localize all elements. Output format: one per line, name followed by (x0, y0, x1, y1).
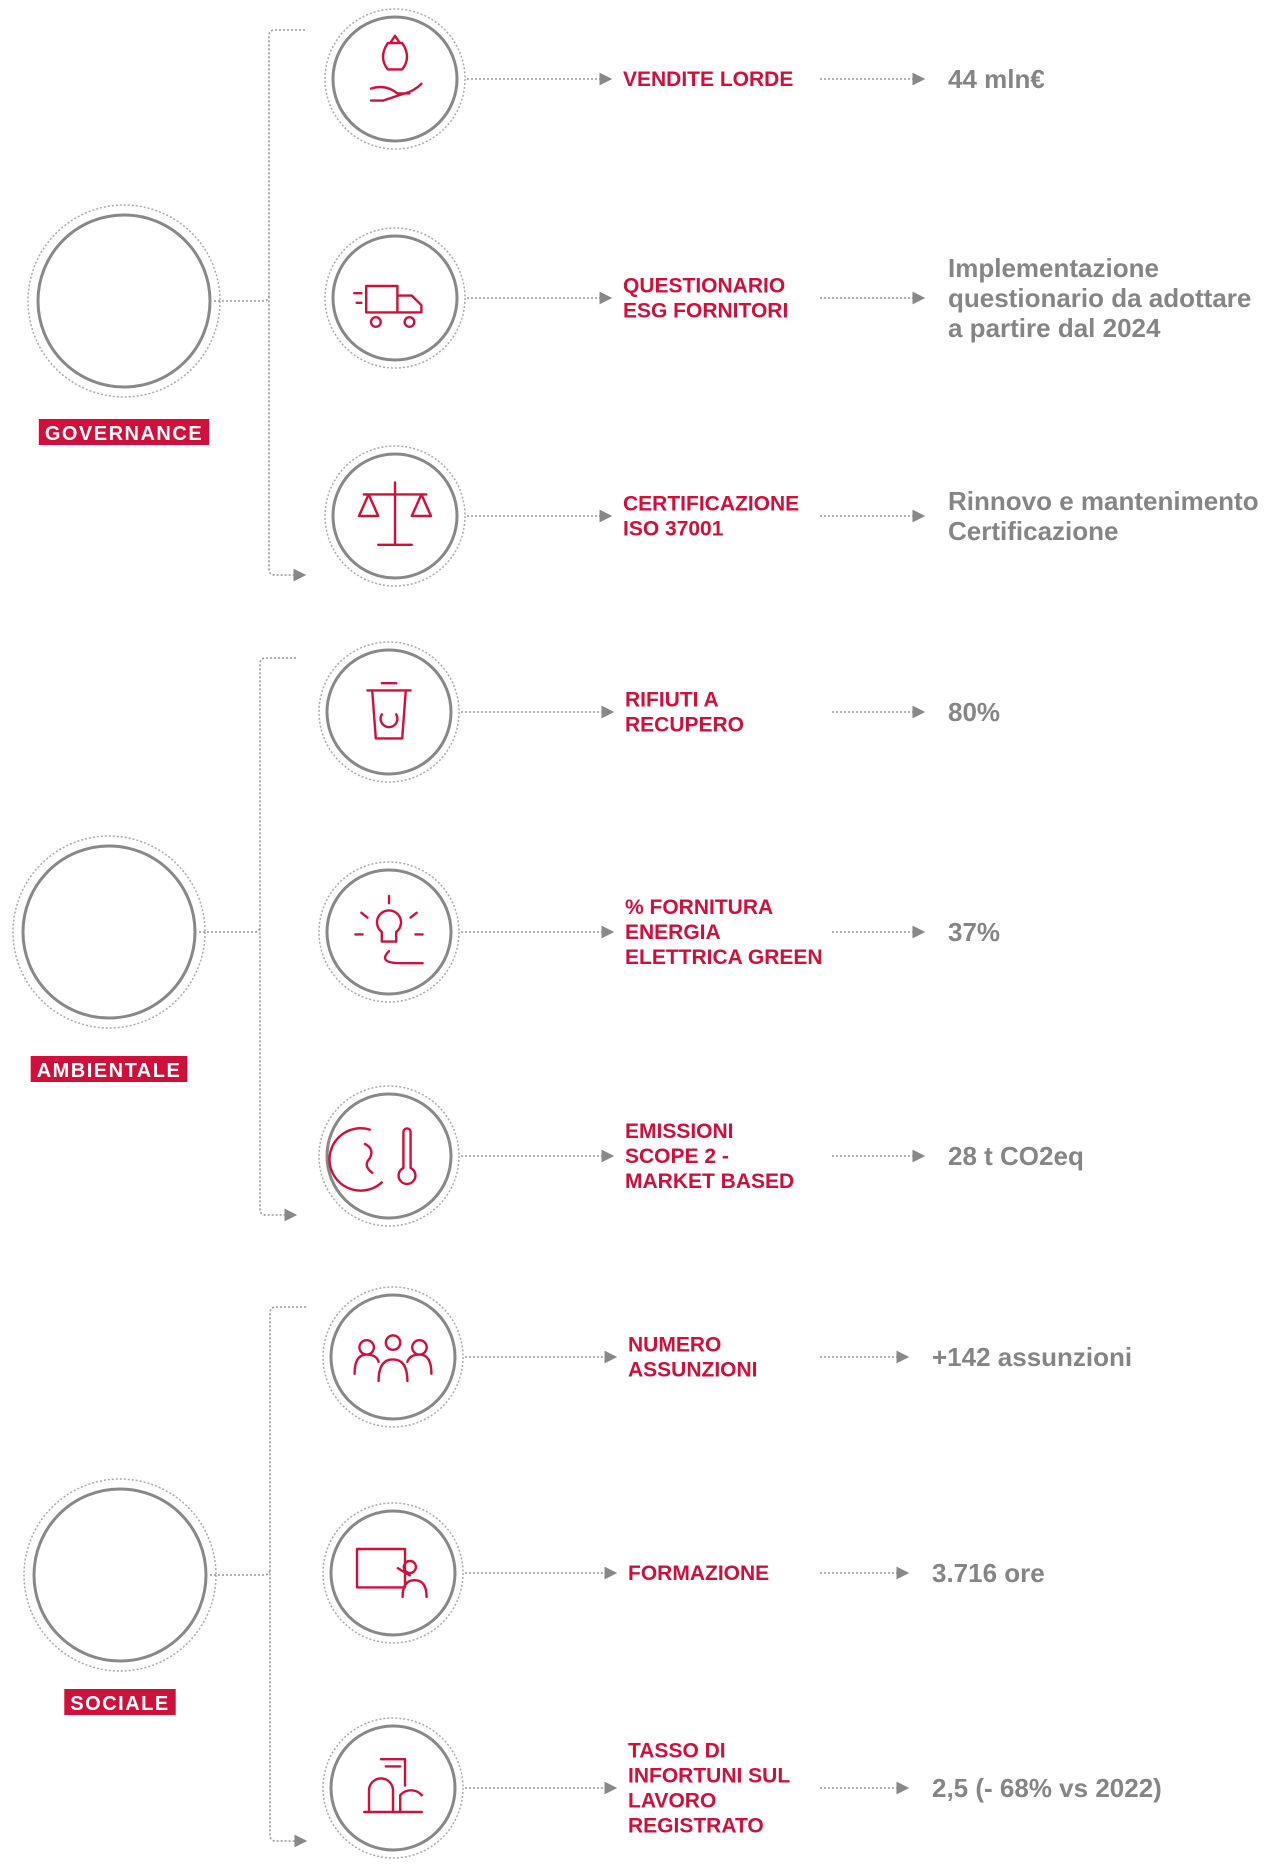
category-circle (36, 213, 212, 389)
item-label: VENDITE LORDE (623, 68, 793, 91)
item-label: TASSO DI INFORTUNI SUL LAVORO REGISTRATO (628, 1740, 790, 1838)
icon (353, 1334, 433, 1383)
item-label: QUESTIONARIO ESG FORNITORI (623, 275, 788, 323)
item-value: Implementazione questionario da adottare a… (948, 253, 1251, 343)
label-line: RIFIUTI A (625, 689, 719, 712)
value-line: questionario da adottare (948, 283, 1251, 313)
label-line: MARKET BASED (625, 1170, 794, 1193)
item-value: 44 mln€ (948, 64, 1045, 94)
label-line: LAVORO (628, 1790, 716, 1813)
item-value: 2,5 (- 68% vs 2022) (932, 1773, 1162, 1803)
icon-circle (331, 234, 459, 362)
item-label: RIFIUTI A RECUPERO (625, 689, 744, 737)
label-line: NUMERO (628, 1334, 721, 1357)
label-line: QUESTIONARIO (623, 275, 785, 298)
bracket (259, 657, 298, 1222)
icon (357, 481, 433, 547)
item-label: FORMAZIONE (628, 1562, 769, 1585)
label-line: SCOPE 2 - (625, 1145, 729, 1168)
icon (352, 284, 423, 328)
icon-circle (325, 1092, 453, 1220)
icon (354, 894, 424, 965)
value-line: 28 t CO2eq (948, 1141, 1084, 1171)
category-badge (30, 1056, 188, 1082)
icon-outer-ring (324, 227, 466, 369)
item-value: Rinnovo e mantenimento Certificazione (948, 486, 1259, 546)
item-label: CERTIFICAZIONE ISO 37001 (623, 493, 799, 541)
category-circle (32, 1487, 208, 1663)
category-badge (38, 419, 210, 445)
icon-circle (325, 868, 453, 996)
item-label: % FORNITURA ENERGIA ELETTRICA GREEN (625, 896, 823, 969)
value-line: 3.716 ore (932, 1558, 1045, 1588)
label-line: RECUPERO (625, 714, 744, 737)
icon (328, 1127, 417, 1192)
item-value: +142 assunzioni (932, 1342, 1132, 1372)
value-line: Certificazione (948, 516, 1119, 546)
label-line: CERTIFICAZIONE (623, 493, 799, 516)
label-line: EMISSIONI (625, 1120, 734, 1143)
value-line: 2,5 (- 68% vs 2022) (932, 1773, 1162, 1803)
value-line: a partire dal 2024 (948, 313, 1161, 343)
icon-outer-ring (322, 1717, 464, 1859)
category-label: GOVERNANCE (45, 423, 203, 445)
item-value: 28 t CO2eq (948, 1141, 1084, 1171)
icon-outer-ring (324, 8, 466, 150)
icon-outer-ring (318, 1085, 460, 1227)
icon-outer-ring (324, 445, 466, 587)
value-line: 37% (948, 917, 1000, 947)
label-line: ESG FORNITORI (623, 300, 788, 323)
value-line: Rinnovo e mantenimento (948, 486, 1259, 516)
connector (210, 1568, 271, 1576)
icon (366, 681, 412, 740)
label-line: FORMAZIONE (628, 1562, 769, 1585)
icon-circle (329, 1509, 457, 1637)
item-value: 3.716 ore (932, 1558, 1045, 1588)
label-line: VENDITE LORDE (623, 68, 793, 91)
label-line: % FORNITURA (625, 896, 773, 919)
icon-circle (329, 1293, 457, 1421)
icon (369, 34, 423, 102)
icon (355, 1547, 428, 1599)
category-circle (21, 844, 197, 1020)
value-line: 44 mln€ (948, 64, 1045, 94)
label-line: ELETTRICA GREEN (625, 946, 823, 969)
bracket (268, 29, 307, 582)
item-value: 80% (948, 697, 1000, 727)
label-line: ASSUNZIONI (628, 1359, 758, 1382)
item-label: EMISSIONI SCOPE 2 -MARKET BASED (625, 1120, 794, 1193)
category-label: AMBIENTALE (37, 1060, 182, 1082)
icon (362, 1757, 424, 1814)
label-line: REGISTRATO (628, 1815, 764, 1838)
label-line: ISO 37001 (623, 518, 724, 541)
connector (214, 294, 270, 302)
label-line: INFORTUNI SUL (628, 1765, 790, 1788)
icon-outer-ring (322, 1502, 464, 1644)
category-badge (64, 1689, 176, 1715)
value-line: Implementazione (948, 253, 1159, 283)
value-line: +142 assunzioni (932, 1342, 1132, 1372)
connector (199, 925, 261, 933)
icon-outer-ring (318, 861, 460, 1003)
icon-circle (325, 648, 453, 776)
icon-circle (331, 15, 459, 143)
bracket (269, 1306, 308, 1848)
label-line: TASSO DI (628, 1740, 726, 1763)
value-line: 80% (948, 697, 1000, 727)
icon-outer-ring (322, 1286, 464, 1428)
category-label: SOCIALE (70, 1693, 169, 1715)
item-label: NUMERO ASSUNZIONI (628, 1334, 758, 1382)
label-line: ENERGIA (625, 921, 721, 944)
icon-outer-ring (318, 641, 460, 783)
item-value: 37% (948, 917, 1000, 947)
